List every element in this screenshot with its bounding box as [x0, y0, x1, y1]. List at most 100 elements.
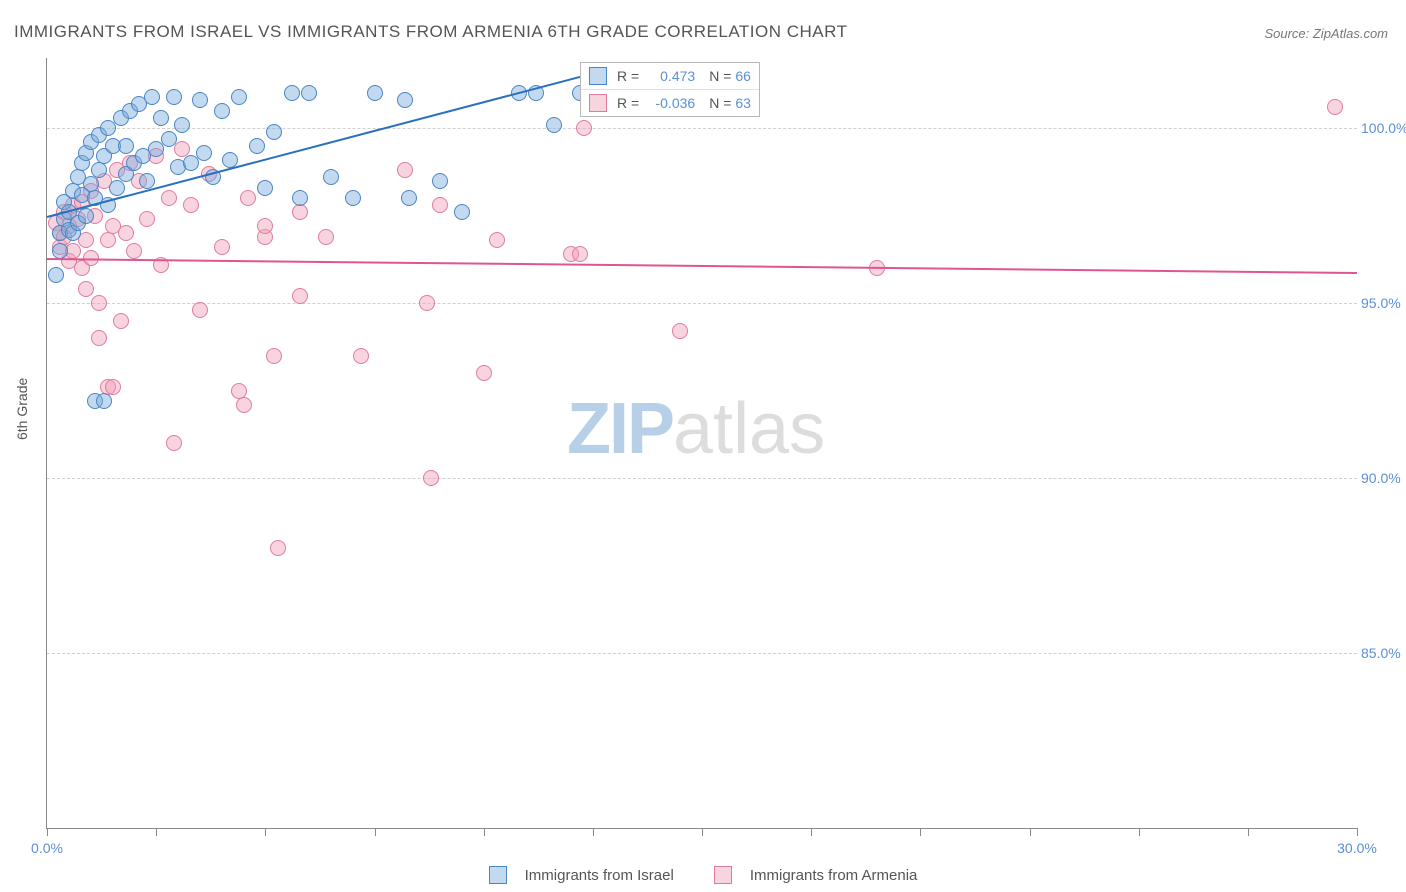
- scatter-point: [345, 190, 361, 206]
- scatter-point: [192, 92, 208, 108]
- scatter-point: [318, 229, 334, 245]
- scatter-point: [91, 330, 107, 346]
- stat-r-value: -0.036: [643, 95, 695, 111]
- scatter-point: [96, 393, 112, 409]
- scatter-point: [672, 323, 688, 339]
- scatter-point: [292, 288, 308, 304]
- scatter-point: [148, 141, 164, 157]
- x-tick: [484, 828, 485, 836]
- scatter-point: [91, 295, 107, 311]
- scatter-point: [432, 173, 448, 189]
- x-tick-label: 30.0%: [1337, 840, 1377, 856]
- scatter-point: [139, 173, 155, 189]
- scatter-point: [78, 208, 94, 224]
- scatter-point: [292, 204, 308, 220]
- scatter-point: [401, 190, 417, 206]
- legend-item-armenia: Immigrants from Armenia: [714, 866, 918, 884]
- x-tick: [1139, 828, 1140, 836]
- x-tick: [47, 828, 48, 836]
- stats-row: R =0.473 N =66: [581, 63, 759, 89]
- scatter-point: [266, 124, 282, 140]
- stat-n-label: N =: [709, 95, 731, 111]
- stat-r-value: 0.473: [643, 68, 695, 84]
- scatter-point: [144, 89, 160, 105]
- stats-box: R =0.473 N =66 R =-0.036 N =63: [580, 62, 760, 117]
- scatter-point: [183, 197, 199, 213]
- stat-n-value: 66: [735, 68, 751, 84]
- scatter-point: [161, 131, 177, 147]
- x-tick: [920, 828, 921, 836]
- stat-r-label: R =: [617, 68, 639, 84]
- y-tick-label: 90.0%: [1361, 470, 1406, 486]
- scatter-point: [196, 145, 212, 161]
- scatter-point: [118, 138, 134, 154]
- stat-n-label: N =: [709, 68, 731, 84]
- x-tick: [811, 828, 812, 836]
- scatter-point: [476, 365, 492, 381]
- chart-title: IMMIGRANTS FROM ISRAEL VS IMMIGRANTS FRO…: [14, 22, 847, 42]
- scatter-point: [214, 103, 230, 119]
- scatter-point: [161, 190, 177, 206]
- x-tick-label: 0.0%: [31, 840, 63, 856]
- scatter-point: [100, 232, 116, 248]
- scatter-point: [183, 155, 199, 171]
- scatter-point: [257, 218, 273, 234]
- scatter-point: [249, 138, 265, 154]
- stat-n-value: 63: [735, 95, 751, 111]
- y-tick-label: 95.0%: [1361, 295, 1406, 311]
- legend-swatch-israel: [489, 866, 507, 884]
- stat-r-label: R =: [617, 95, 639, 111]
- scatter-point: [236, 397, 252, 413]
- x-tick: [702, 828, 703, 836]
- legend-label-israel: Immigrants from Israel: [525, 867, 674, 884]
- scatter-point: [397, 92, 413, 108]
- x-tick: [1357, 828, 1358, 836]
- scatter-point: [284, 85, 300, 101]
- scatter-point: [192, 302, 208, 318]
- chart-plot-area: ZIPatlas 85.0%90.0%95.0%100.0%0.0%30.0%R…: [46, 58, 1357, 829]
- scatter-point: [301, 85, 317, 101]
- scatter-point: [48, 267, 64, 283]
- scatter-point: [78, 281, 94, 297]
- scatter-point: [118, 225, 134, 241]
- scatter-point: [126, 243, 142, 259]
- scatter-point: [105, 379, 121, 395]
- scatter-point: [270, 540, 286, 556]
- scatter-point: [166, 89, 182, 105]
- scatter-point: [572, 246, 588, 262]
- y-axis-label: 6th Grade: [14, 378, 30, 440]
- scatter-point: [353, 348, 369, 364]
- gridline: [47, 303, 1357, 304]
- x-tick: [1030, 828, 1031, 836]
- gridline: [47, 128, 1357, 129]
- scatter-point: [397, 162, 413, 178]
- source-label: Source: ZipAtlas.com: [1264, 26, 1388, 41]
- stats-swatch: [589, 67, 607, 85]
- scatter-point: [419, 295, 435, 311]
- x-tick: [156, 828, 157, 836]
- watermark-atlas: atlas: [673, 389, 825, 469]
- legend-label-armenia: Immigrants from Armenia: [750, 867, 918, 884]
- scatter-point: [153, 110, 169, 126]
- scatter-point: [257, 180, 273, 196]
- scatter-point: [266, 348, 282, 364]
- scatter-point: [576, 120, 592, 136]
- scatter-point: [113, 313, 129, 329]
- legend-swatch-armenia: [714, 866, 732, 884]
- scatter-point: [546, 117, 562, 133]
- x-tick: [593, 828, 594, 836]
- scatter-point: [91, 162, 107, 178]
- scatter-point: [323, 169, 339, 185]
- x-tick: [1248, 828, 1249, 836]
- stats-row: R =-0.036 N =63: [581, 89, 759, 116]
- scatter-point: [109, 180, 125, 196]
- y-tick-label: 85.0%: [1361, 645, 1406, 661]
- scatter-point: [231, 89, 247, 105]
- scatter-point: [423, 470, 439, 486]
- x-tick: [375, 828, 376, 836]
- scatter-point: [52, 243, 68, 259]
- scatter-point: [100, 120, 116, 136]
- scatter-point: [214, 239, 230, 255]
- scatter-point: [166, 435, 182, 451]
- y-tick-label: 100.0%: [1361, 120, 1406, 136]
